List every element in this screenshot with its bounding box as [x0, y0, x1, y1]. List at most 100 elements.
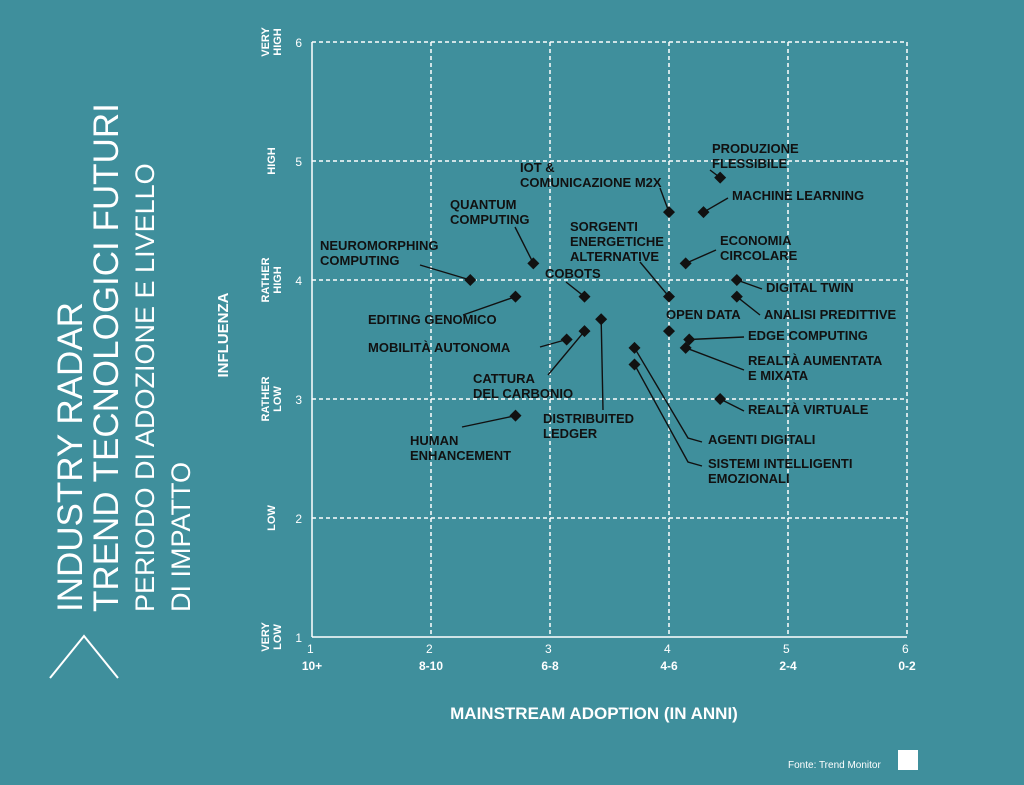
data-point-label-line: COMPUTING [450, 212, 529, 227]
leader-line [703, 197, 729, 213]
data-point-label-line: QUANTUM [450, 197, 516, 212]
data-point-label-line: NEUROMORPHING [320, 238, 438, 253]
data-point-label-line: DIGITAL TWIN [766, 280, 854, 295]
y-tick-number: 6 [295, 36, 302, 50]
x-tick-label: 4-6 [660, 659, 678, 673]
leader-line [685, 347, 745, 371]
leader-line [547, 330, 586, 376]
data-point-label-line: DISTRIBUITED [543, 411, 634, 426]
data-point-label-line: IOT & [520, 160, 555, 175]
leader-line [689, 336, 745, 341]
data-point-label-line: CIRCOLARE [720, 248, 798, 263]
y-tick-number: 2 [295, 512, 302, 526]
y-category-label: RATHER [260, 257, 272, 302]
x-tick-label: 6-8 [541, 659, 559, 673]
grid [311, 41, 908, 638]
data-point-label-line: AGENTI DIGITALI [708, 432, 815, 447]
x-tick-number: 5 [783, 642, 790, 656]
data-point-marker [663, 290, 675, 303]
leader-line [419, 264, 471, 281]
data-point-label-line: EMOZIONALI [708, 471, 790, 486]
y-category-label: RATHER [260, 376, 272, 421]
title-block: INDUSTRY RADAR TREND TECNOLOGICI FUTURI … [51, 103, 196, 612]
data-point-label: CATTURA DEL CARBONIO [473, 371, 573, 401]
source-note: Fonte: Trend Monitor [788, 760, 881, 771]
data-point-label-line: SISTEMI INTELLIGENTI [708, 456, 852, 471]
data-point-label-line: FLESSIBILE [712, 156, 787, 171]
x-tick-label: 2-4 [779, 659, 797, 673]
x-tick-label: 10+ [302, 659, 322, 673]
y-category-label: VERY [260, 622, 272, 652]
data-point-label-line: MOBILITÀ AUTONOMA [368, 340, 511, 355]
leader-line [685, 249, 717, 264]
leader-line [600, 319, 604, 411]
data-point-marker [509, 409, 522, 422]
data-point-label-line: ALTERNATIVE [570, 249, 659, 264]
leader-line [736, 296, 761, 316]
data-point-label: MOBILITÀ AUTONOMA [368, 340, 511, 355]
data-point-label: REALTÀ VIRTUALE [748, 402, 869, 417]
leader-lines [419, 169, 763, 467]
y-category-label: LOW [266, 505, 278, 531]
data-point-marker [714, 393, 727, 405]
data-point-label-line: MACHINE LEARNING [732, 188, 864, 203]
data-point-label: MACHINE LEARNING [732, 188, 864, 203]
page-subtitle-line-1: PERIODO DI ADOZIONE E LIVELLO [130, 163, 160, 612]
data-point-marker [714, 171, 727, 184]
y-category-label: LOW [272, 624, 284, 650]
x-tick-number: 2 [426, 642, 433, 656]
y-tick-number: 1 [295, 631, 302, 645]
data-point-label: EDGE COMPUTING [748, 328, 868, 343]
data-point-label-line: OPEN DATA [666, 307, 741, 322]
data-point-label-line: REALTÀ AUMENTATA [748, 353, 883, 368]
data-point-label-line: LEDGER [543, 426, 598, 441]
data-point-marker [730, 290, 743, 303]
data-point-marker [663, 206, 675, 219]
data-points [464, 171, 743, 422]
data-point-label-line: ENERGETICHE [570, 234, 664, 249]
data-point-label: REALTÀ AUMENTATA E MIXATA [748, 353, 883, 383]
x-tick-number: 3 [545, 642, 552, 656]
chevron-up-icon [49, 634, 119, 679]
data-point-label: NEUROMORPHING COMPUTING [320, 238, 438, 268]
page-subtitle-line-2: DI IMPATTO [166, 462, 196, 612]
data-point-label: IOT & COMUNICAZIONE M2X [520, 160, 662, 190]
data-point-label-line: PRODUZIONE [712, 141, 799, 156]
x-tick-number: 1 [307, 642, 314, 656]
data-point-label: SORGENTI ENERGETICHE ALTERNATIVE [570, 219, 664, 264]
leader-line [639, 261, 670, 298]
data-point-marker [679, 257, 692, 270]
data-point-label: EDITING GENOMICO [368, 312, 497, 327]
data-point-label: ANALISI PREDITTIVE [764, 307, 897, 322]
data-point-label-line: CATTURA [473, 371, 535, 386]
data-point-label: QUANTUM COMPUTING [450, 197, 529, 227]
y-category-label: HIGH [272, 28, 284, 56]
data-point-label: DISTRIBUITED LEDGER [543, 411, 634, 441]
data-point-label-line: HUMAN [410, 433, 458, 448]
y-category-label: HIGH [272, 266, 284, 294]
x-axis-title: MAINSTREAM ADOPTION (IN ANNI) [450, 704, 738, 723]
data-point-marker [578, 290, 591, 303]
data-point-marker [628, 341, 641, 354]
y-tick-number: 3 [295, 393, 302, 407]
data-point-label: COBOTS [545, 266, 601, 281]
data-point-marker [509, 290, 522, 303]
data-point-label: PRODUZIONE FLESSIBILE [712, 141, 799, 171]
data-point-marker [730, 274, 743, 286]
data-point-label: AGENTI DIGITALI [708, 432, 815, 447]
data-point-label-line: DEL CARBONIO [473, 386, 573, 401]
x-tick-number: 4 [664, 642, 671, 656]
data-point-marker [578, 325, 591, 338]
data-point-label-line: EDITING GENOMICO [368, 312, 497, 327]
data-point-label-line: COMPUTING [320, 253, 399, 268]
data-point-label-line: SORGENTI [570, 219, 638, 234]
leader-line [514, 226, 534, 264]
data-point-marker [595, 313, 608, 326]
data-point-label-line: ECONOMIA [720, 233, 792, 248]
data-point-label-line: COMUNICAZIONE M2X [520, 175, 662, 190]
x-tick-label: 8-10 [419, 659, 443, 673]
data-point-label-line: E MIXATA [748, 368, 809, 383]
data-point-label-line: REALTÀ VIRTUALE [748, 402, 869, 417]
data-point-marker [464, 274, 477, 286]
